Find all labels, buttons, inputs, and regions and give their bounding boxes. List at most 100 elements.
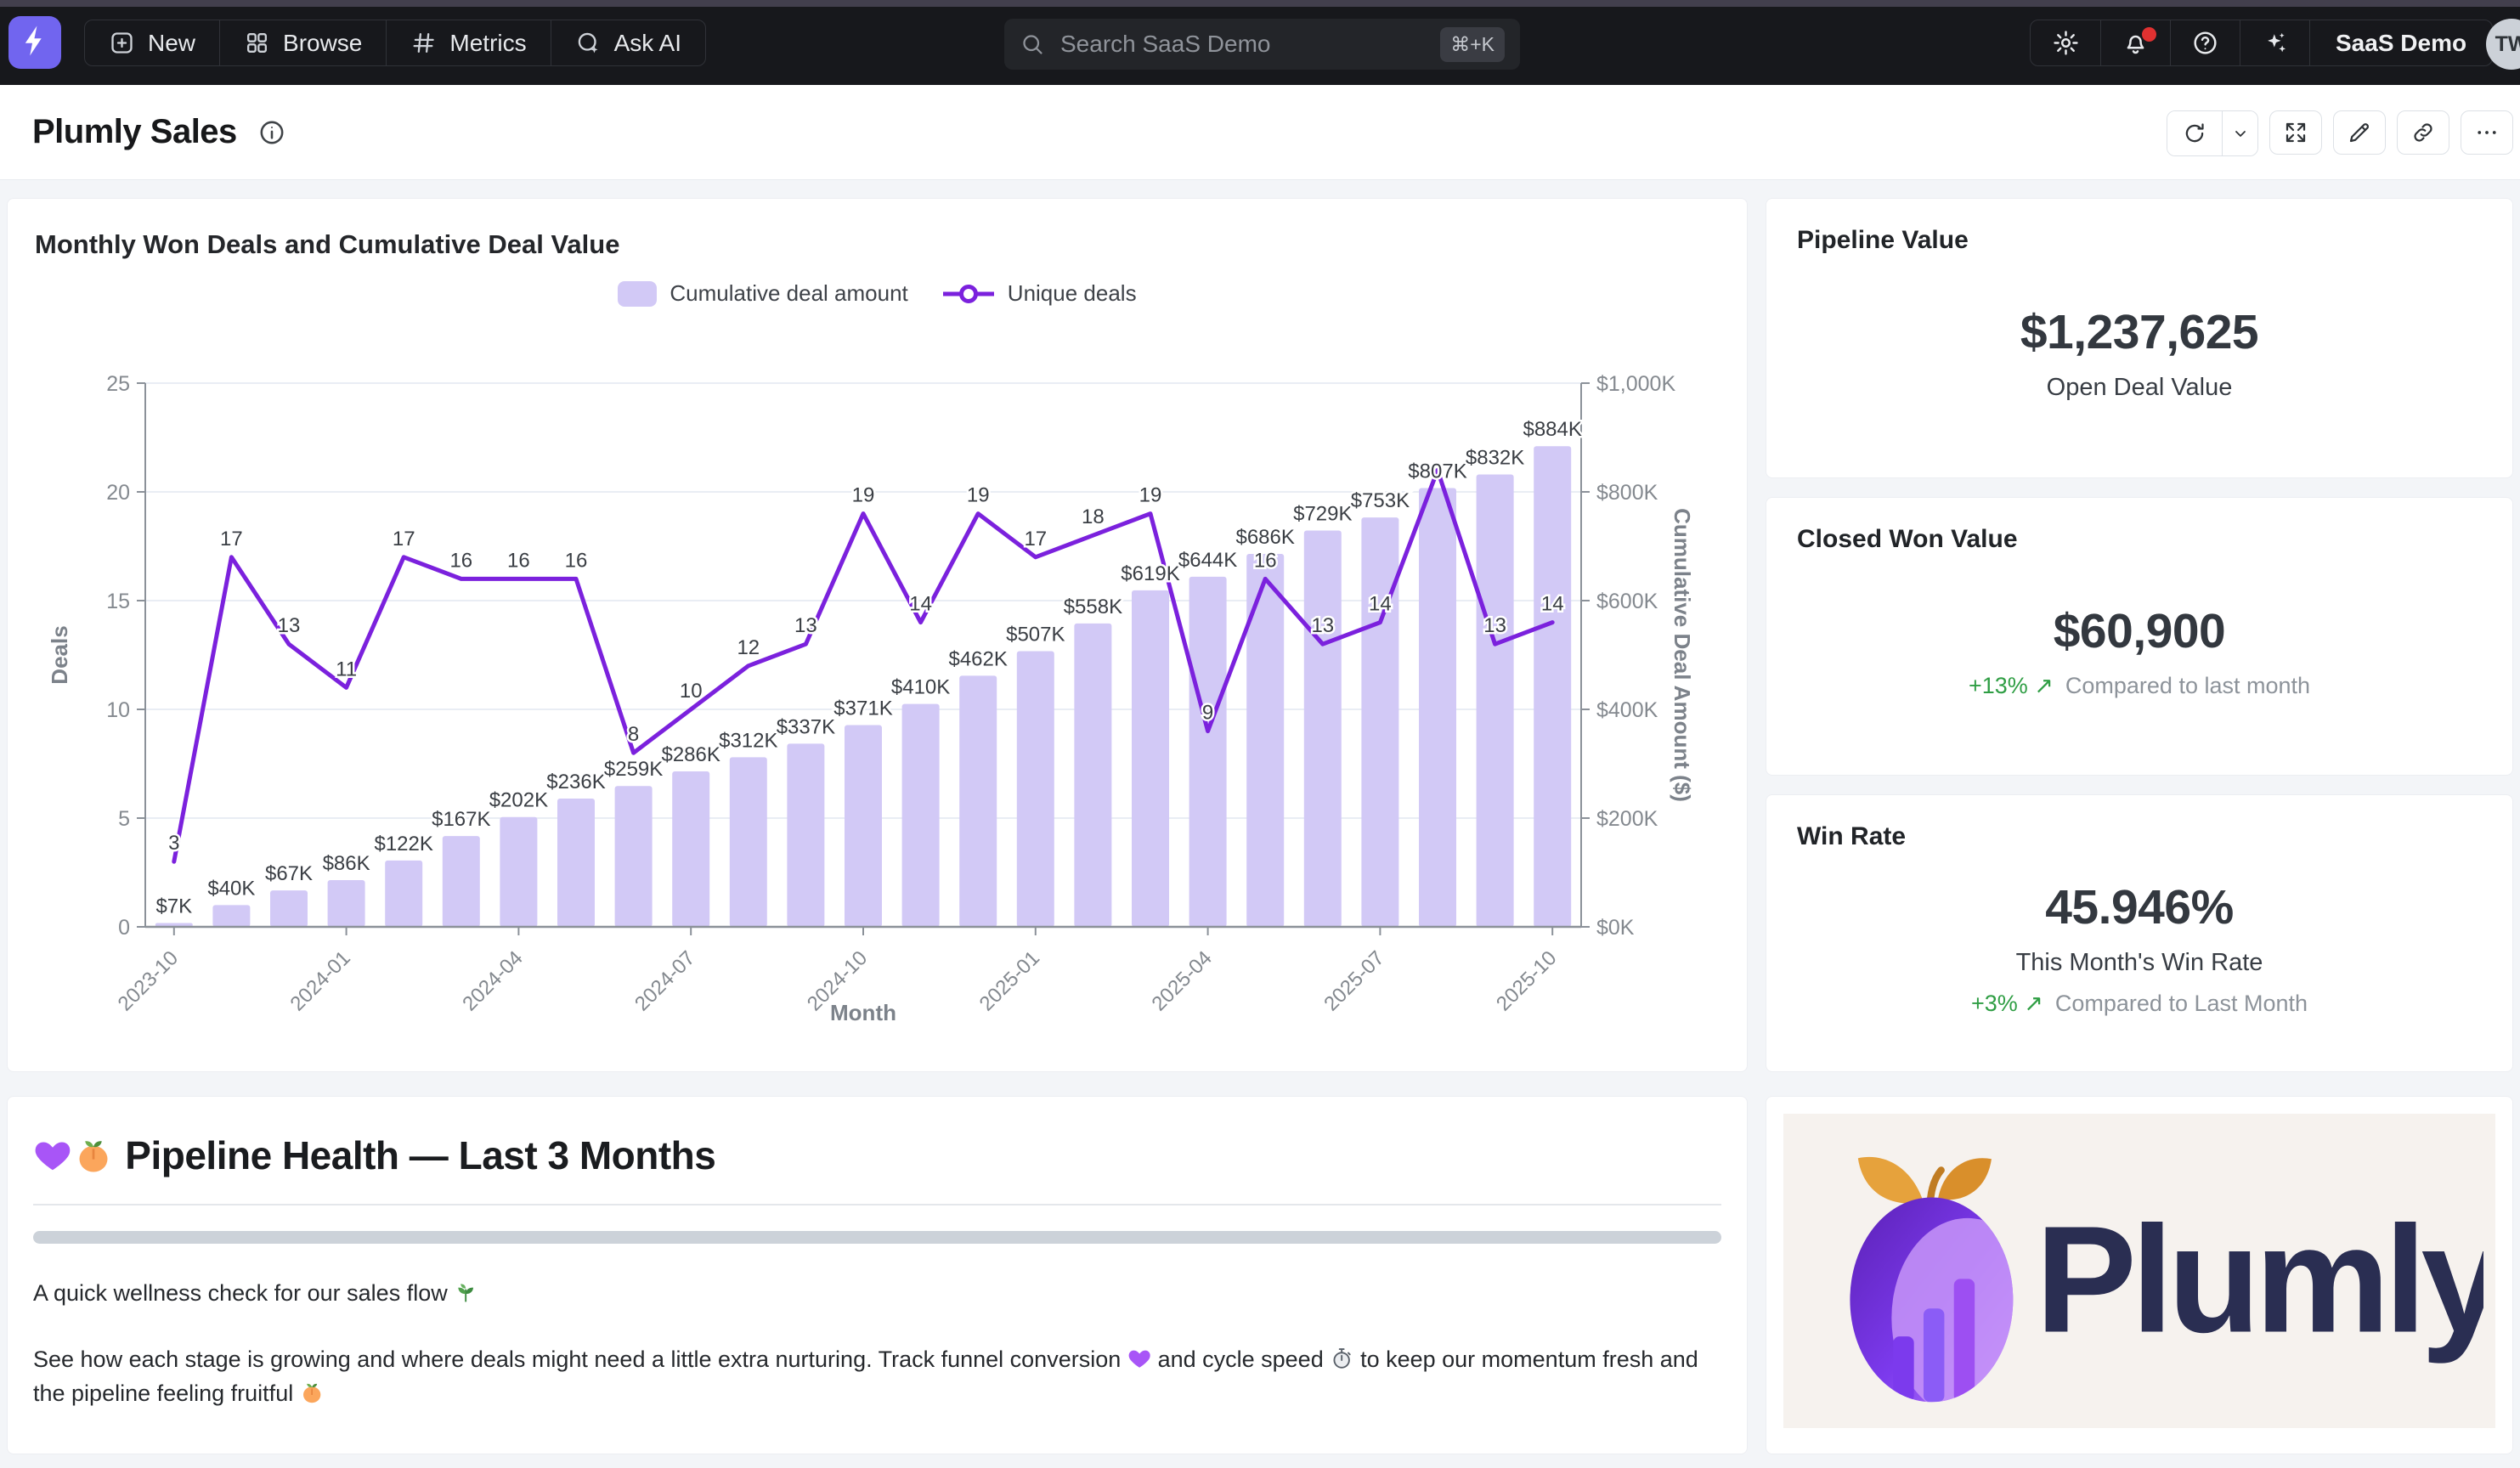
ai-assistant-button[interactable] xyxy=(2240,20,2309,65)
chart-tile: Monthly Won Deals and Cumulative Deal Va… xyxy=(7,198,1748,1072)
legend-item-unique-deals[interactable]: Unique deals xyxy=(942,280,1137,307)
bar-2024-09[interactable] xyxy=(787,743,825,927)
refresh-button[interactable] xyxy=(2167,111,2222,155)
svg-text:16: 16 xyxy=(565,549,588,572)
bar-2024-01[interactable] xyxy=(327,879,365,927)
svg-text:14: 14 xyxy=(1541,593,1564,616)
bar-2023-12[interactable] xyxy=(270,890,308,927)
kpi-comparison: +3% ↗ Compared to Last Month xyxy=(1971,991,2308,1017)
bar-2024-11[interactable] xyxy=(901,703,940,927)
nav-item-label: New xyxy=(148,29,196,56)
svg-text:$807K: $807K xyxy=(1408,460,1466,483)
combo-chart[interactable]: 0 5 10 15 20 25 $0K $200K $400K $600K $800K $1,000K… xyxy=(8,326,1749,1073)
bar-2025-05[interactable] xyxy=(1246,553,1285,927)
svg-text:11: 11 xyxy=(336,658,357,680)
nav-item-new[interactable]: New xyxy=(85,20,219,65)
kpi-body: $60,900 +13% ↗ Compared to last month xyxy=(1766,498,2512,775)
line-swatch xyxy=(942,284,994,303)
nav-item-label: Metrics xyxy=(449,29,527,56)
svg-text:13: 13 xyxy=(1483,614,1506,637)
svg-text:$86K: $86K xyxy=(323,852,370,875)
svg-text:Deals: Deals xyxy=(47,625,72,684)
settings-button[interactable] xyxy=(2031,20,2100,65)
svg-text:$753K: $753K xyxy=(1351,489,1410,512)
kpi-title: Win Rate xyxy=(1797,822,1907,850)
markdown-heading: Pipeline Health — Last 3 Months xyxy=(33,1132,1721,1178)
org-switcher[interactable]: SaaS Demo xyxy=(2309,20,2492,65)
bar-2024-04[interactable] xyxy=(500,816,538,927)
peach-icon xyxy=(300,1380,324,1403)
svg-text:8: 8 xyxy=(628,723,639,746)
help-button[interactable] xyxy=(2170,20,2240,65)
share-link-button[interactable] xyxy=(2397,110,2449,155)
bar-2025-10[interactable] xyxy=(1534,446,1572,927)
kpi-body: 45.946% This Month's Win Rate +3% ↗ Compare… xyxy=(1766,795,2512,1071)
svg-text:$0K: $0K xyxy=(1596,916,1635,940)
plus-square-icon xyxy=(109,30,135,56)
svg-text:$312K: $312K xyxy=(719,729,777,752)
avatar[interactable]: TW xyxy=(2486,19,2520,70)
bar-2023-11[interactable] xyxy=(212,905,251,927)
bar-2024-12[interactable] xyxy=(959,675,997,927)
bar-2025-06[interactable] xyxy=(1303,530,1342,927)
legend-label: Cumulative deal amount xyxy=(670,280,908,306)
bar-2024-10[interactable] xyxy=(845,725,882,927)
kpi-delta: +3% ↗ xyxy=(1970,990,2043,1016)
grid-icon xyxy=(244,30,270,56)
svg-text:13: 13 xyxy=(1311,614,1334,637)
svg-text:$644K: $644K xyxy=(1178,549,1237,572)
more-menu-button[interactable] xyxy=(2461,110,2513,155)
kpi-subtitle: Open Deal Value xyxy=(2046,373,2233,401)
kpi-delta: +13% ↗ xyxy=(1968,672,2054,698)
app-logo-button[interactable] xyxy=(8,16,61,69)
refresh-icon xyxy=(2182,121,2207,146)
plum-fruit-icon xyxy=(1850,1156,2014,1403)
page-toolbar xyxy=(2167,110,2513,156)
unique-deals-line[interactable] xyxy=(172,467,1555,864)
nav-item-label: Browse xyxy=(283,29,363,56)
svg-text:$7K: $7K xyxy=(155,895,192,918)
fullscreen-button[interactable] xyxy=(2269,110,2322,155)
horizontal-scrollbar[interactable] xyxy=(33,1231,1721,1244)
nav-item-ask-ai[interactable]: Ask AI xyxy=(550,20,705,65)
legend-item-cumulative-deal-amount[interactable]: Cumulative deal amount xyxy=(618,280,908,307)
svg-text:$729K: $729K xyxy=(1293,502,1352,525)
bar-2025-01[interactable] xyxy=(1016,651,1054,927)
bar-2025-02[interactable] xyxy=(1074,623,1112,927)
page-header: Plumly Sales xyxy=(0,85,2520,180)
bar-2025-04[interactable] xyxy=(1189,576,1227,927)
dots-icon xyxy=(2474,120,2500,145)
bar-2024-03[interactable] xyxy=(442,836,480,927)
nav-item-metrics[interactable]: Metrics xyxy=(386,20,550,65)
bar-2024-05[interactable] xyxy=(557,798,595,927)
notifications-button[interactable] xyxy=(2100,20,2170,65)
bar-swatch xyxy=(618,280,658,307)
ask-ai-icon xyxy=(575,30,602,56)
svg-text:10: 10 xyxy=(680,680,703,703)
bar-2024-08[interactable] xyxy=(729,757,767,927)
svg-text:$40K: $40K xyxy=(207,877,255,900)
edit-button[interactable] xyxy=(2333,110,2386,155)
info-icon[interactable] xyxy=(257,118,286,147)
bar-2024-07[interactable] xyxy=(672,771,710,927)
bar-2025-09[interactable] xyxy=(1476,474,1514,927)
svg-text:19: 19 xyxy=(852,484,875,507)
kpi-compare-label: Compared to last month xyxy=(2065,672,2311,698)
bar-2024-06[interactable] xyxy=(614,786,653,927)
refresh-split-button xyxy=(2167,110,2258,156)
bar-2025-07[interactable] xyxy=(1361,517,1399,927)
refresh-options-button[interactable] xyxy=(2222,111,2257,155)
page-title: Plumly Sales xyxy=(32,113,237,150)
link-icon xyxy=(2410,120,2436,145)
kpi-tile-pipeline-value: Pipeline Value $1,237,625 Open Deal Value xyxy=(1766,198,2513,478)
bar-2025-03[interactable] xyxy=(1132,590,1169,927)
nav-item-browse[interactable]: Browse xyxy=(219,20,386,65)
bar-2025-08[interactable] xyxy=(1419,488,1456,927)
search-input[interactable]: Search SaaS Demo ⌘+K xyxy=(1004,19,1520,70)
navbar: New Browse Metrics Ask AI Search SaaS Demo … xyxy=(0,7,2520,85)
svg-text:$337K: $337K xyxy=(777,715,835,738)
svg-text:13: 13 xyxy=(278,614,301,637)
bar-2024-02[interactable] xyxy=(385,860,423,927)
kpi-tile-closed-won-value: Closed Won Value $60,900 +13% ↗ Compared to… xyxy=(1766,497,2513,776)
